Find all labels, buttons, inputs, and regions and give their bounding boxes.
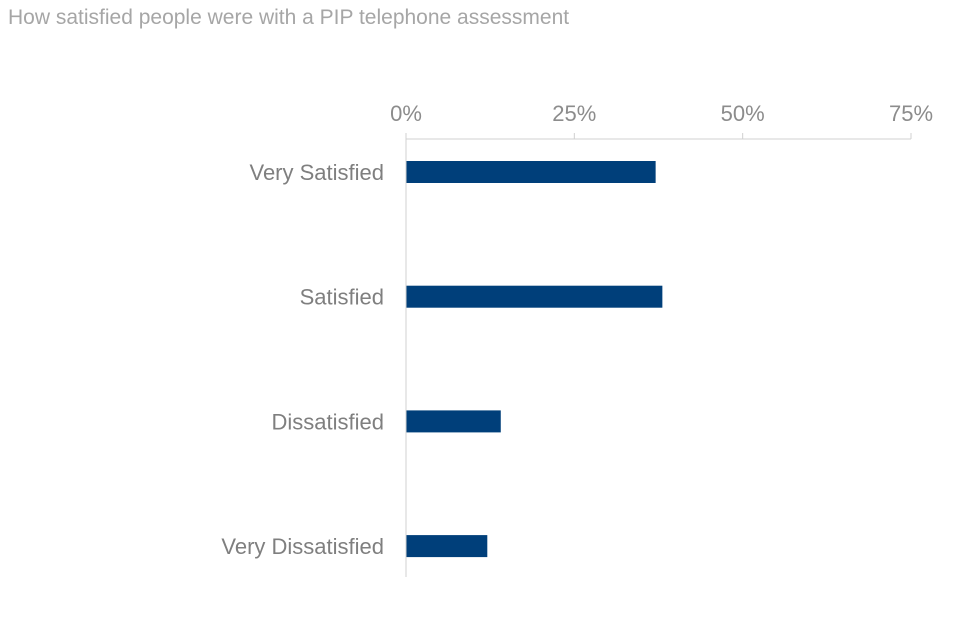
x-tick-label: 75% — [889, 101, 933, 126]
category-label: Satisfied — [300, 285, 384, 310]
x-axis: 0% 25% 50% 75% — [390, 101, 933, 577]
bar-very-satisfied — [406, 161, 656, 183]
x-tick-label: 0% — [390, 101, 422, 126]
bar-satisfied — [406, 285, 663, 308]
category-label: Very Satisfied — [249, 160, 384, 185]
bars — [406, 161, 663, 558]
x-tick-label: 50% — [721, 101, 765, 126]
category-label: Dissatisfied — [272, 409, 384, 434]
x-tick-label: 25% — [552, 101, 596, 126]
bar-dissatisfied — [406, 410, 501, 433]
category-label: Very Dissatisfied — [221, 534, 384, 559]
category-labels: Very Satisfied Satisfied Dissatisfied Very … — [221, 160, 384, 559]
bar-very-dissatisfied — [406, 535, 488, 558]
chart-title: How satisfied people were with a PIP tel… — [8, 6, 570, 29]
